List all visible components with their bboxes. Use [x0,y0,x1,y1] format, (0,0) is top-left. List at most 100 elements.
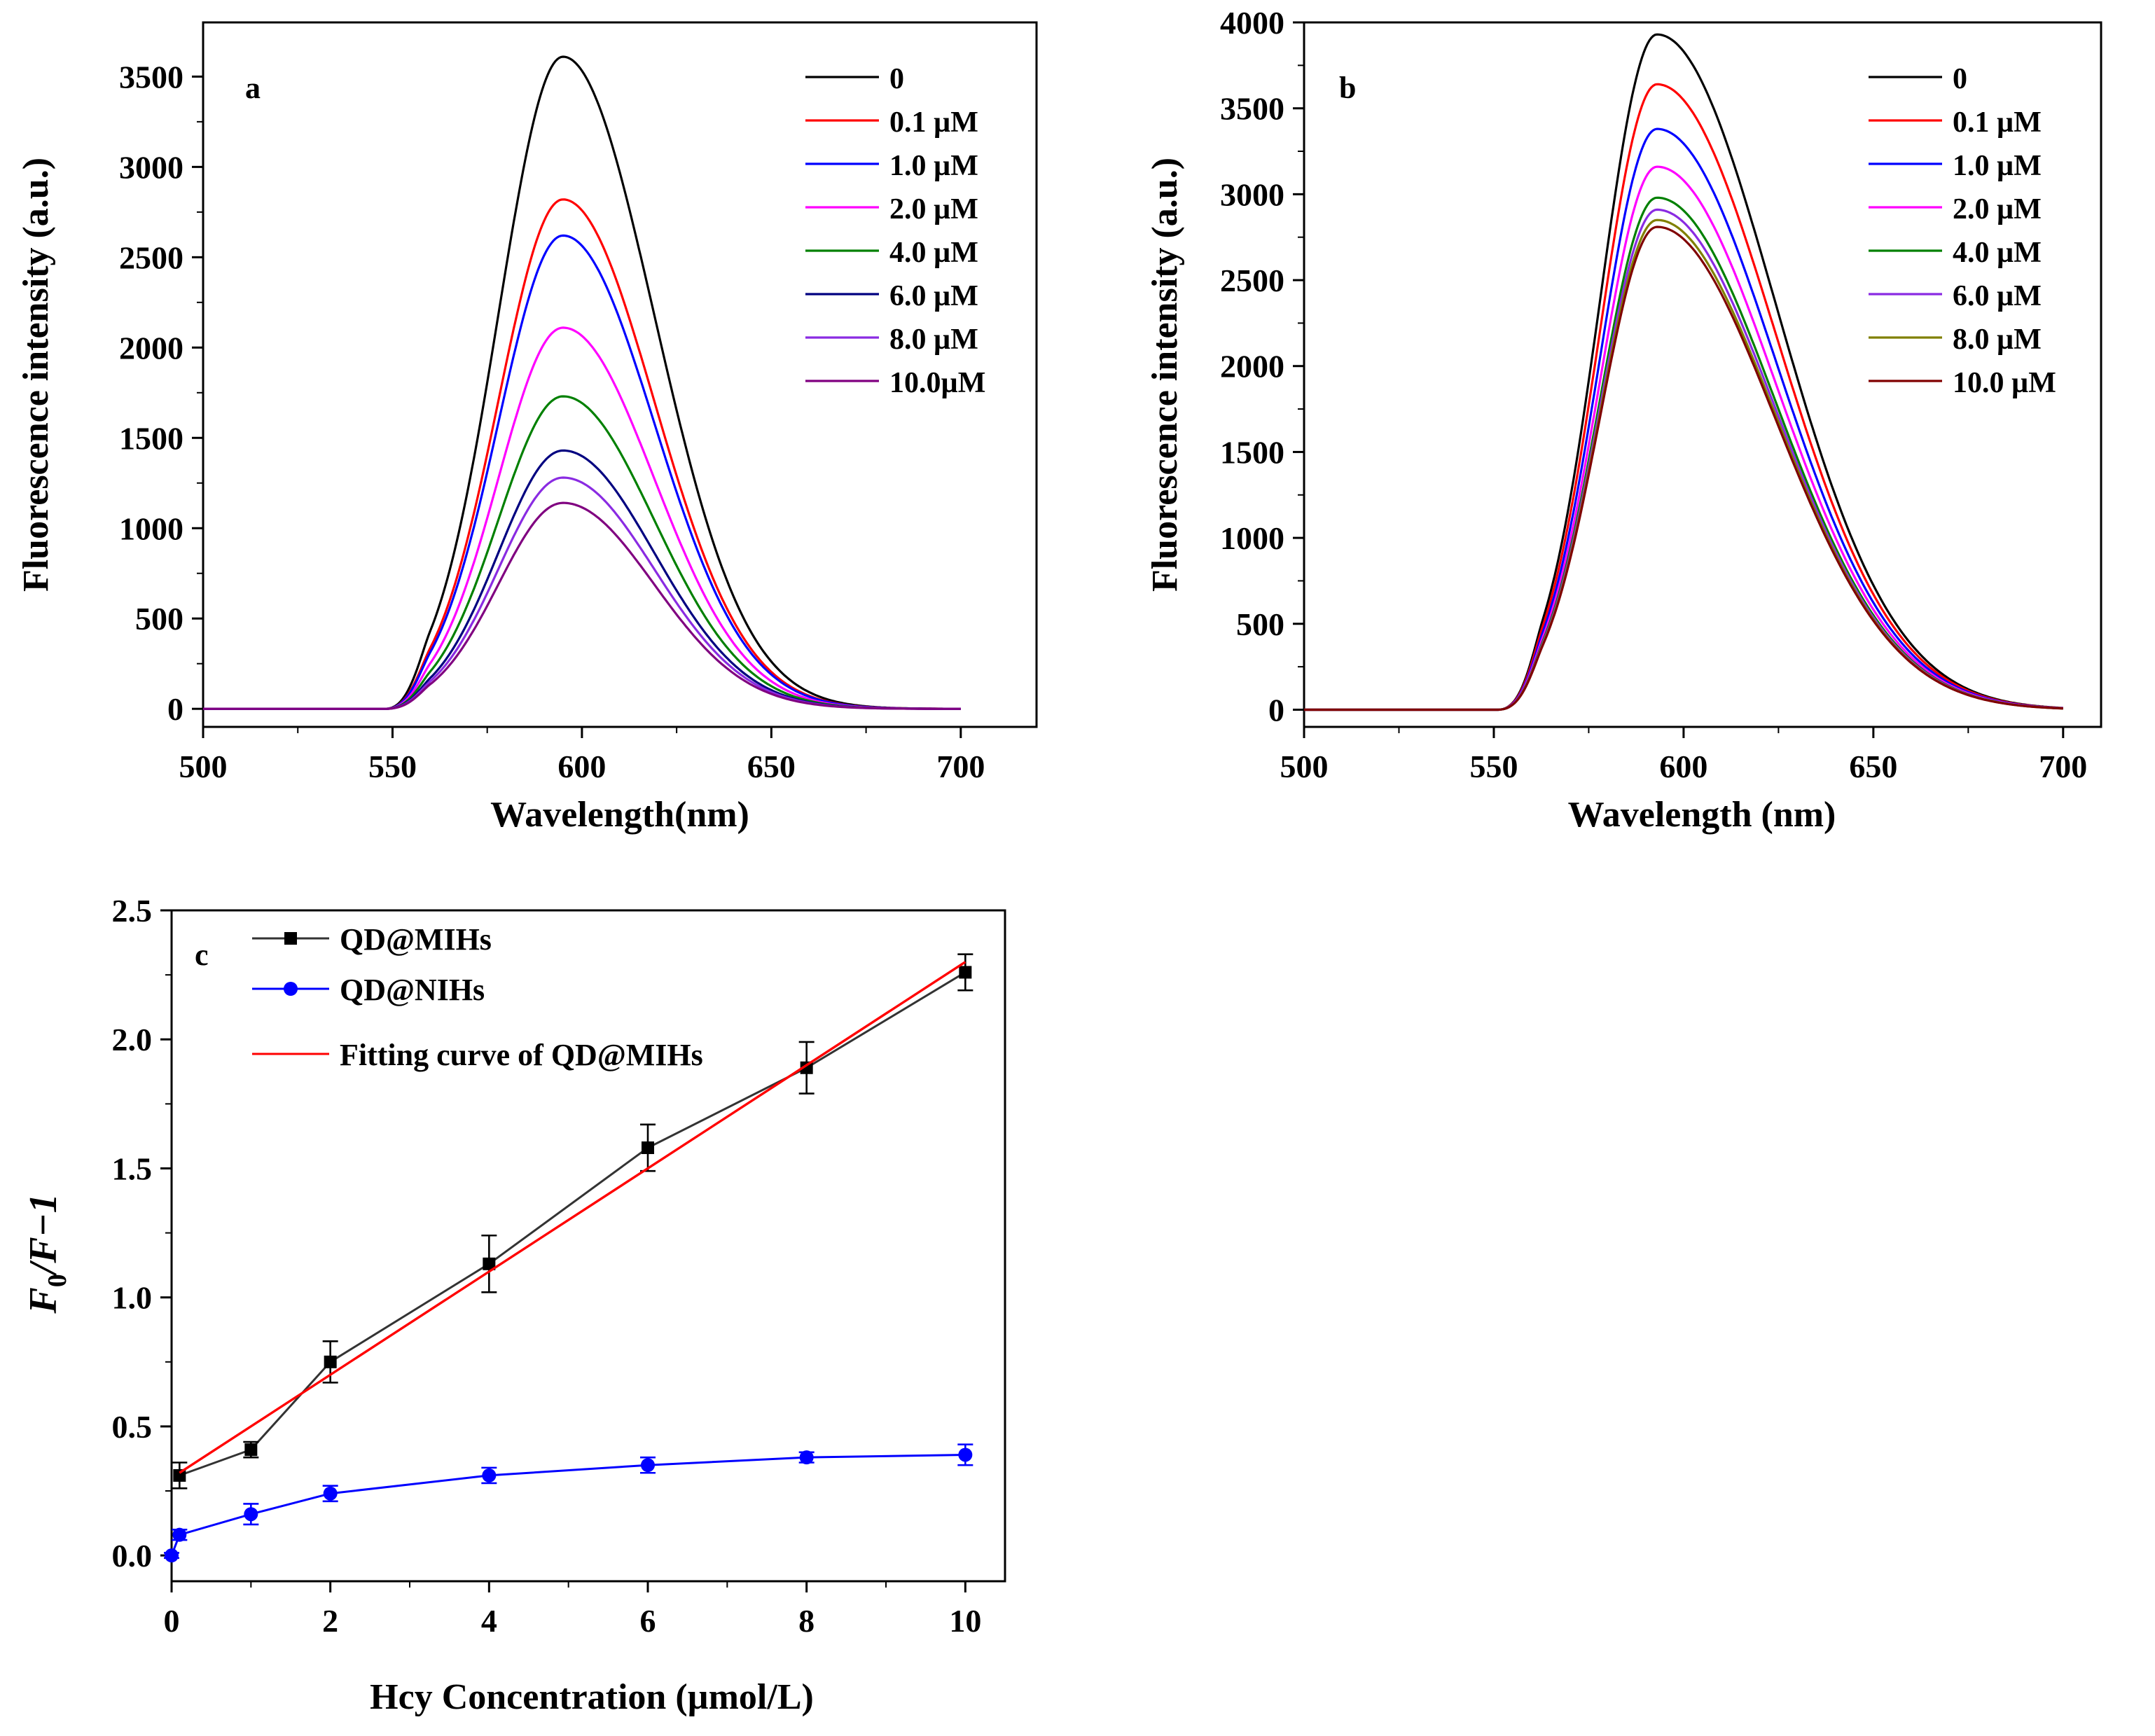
b-series-line-5 [1304,208,2063,711]
y-axis-title-c: F0/F−1 [22,1193,72,1314]
a-y-tick-label: 1500 [119,420,183,456]
b-legend-label-3: 2.0 µM [1953,193,2042,225]
a-y-tick-label: 3000 [119,149,183,185]
y-axis-title-a: Fluorescence intensity (a.u.) [16,158,56,592]
series-c [164,953,973,1563]
c-y-tick-label: 1.5 [112,1151,153,1186]
c-x-tick-label: 8 [798,1603,815,1639]
a-legend-label-5: 6.0 µM [889,280,978,312]
b-y-tick-label: 1500 [1220,434,1284,470]
a-y-tick-label: 3500 [119,59,183,95]
a-legend-label-7: 10.0µM [889,367,985,399]
c-point-square [324,1355,337,1368]
b-x-tick-label: 500 [1280,749,1329,784]
c-x-tick-label: 4 [481,1603,497,1639]
a-y-tick-label: 500 [135,601,183,637]
b-y-tick-label: 4000 [1220,5,1284,41]
legend-a: 0 0.1 µM 1.0 µM 2.0 µM 4.0 µM 6.0 µM 8.0 µM 10.… [805,63,985,399]
c-point-circle [641,1458,655,1473]
c-legend-marker-0 [284,932,297,945]
chart-panel-a: 500 550 600 650 700 0 500 1000 1500 2000 2500 3000 3… [16,21,1038,835]
curves-b [1304,33,2063,711]
plot-frame-b [1303,21,2102,728]
c-point-square [483,1257,496,1270]
b-x-tick-label: 650 [1849,749,1897,784]
c-x-tick-label: 10 [949,1603,981,1639]
c-y-tick-label: 0.5 [112,1409,153,1445]
a-series-line-5 [203,449,961,710]
x-axis-title-a: Wavelength(nm) [490,795,749,835]
b-x-tick-label: 550 [1469,749,1518,784]
axes-b: 500 550 600 650 700 0 500 1000 1500 2000 2500 3000 3… [1220,5,2087,784]
c-point-circle [165,1548,179,1563]
b-y-tick-label: 500 [1236,606,1284,642]
panel-label-b: b [1339,71,1356,105]
a-y-tick-label: 0 [167,691,183,727]
b-legend-label-4: 4.0 µM [1953,237,2042,269]
panel-label-a: a [245,71,261,105]
c-legend-label-1: QD@NIHs [340,973,485,1007]
x-axis-title-b: Wavelength (nm) [1568,795,1836,835]
axes-c: 0 2 4 6 8 10 0.0 0.5 1.0 1.5 2.0 2.5 [112,893,982,1639]
a-x-tick-label: 600 [557,749,606,784]
b-series-line-1 [1304,83,2063,711]
b-y-tick-label: 1000 [1220,520,1284,556]
legend-c: QD@MIHs QD@NIHs Fitting curve of QD@MIHs [252,922,703,1072]
a-x-tick-label: 700 [936,749,985,784]
b-x-tick-label: 700 [2039,749,2087,784]
c-x-tick-label: 0 [164,1603,180,1639]
c-x-tick-label: 2 [322,1603,338,1639]
b-legend-label-7: 10.0 µM [1953,367,2056,399]
b-series-line-7 [1304,225,2063,711]
y-axis-title-c-main: F [22,1287,65,1314]
b-series-line-0 [1304,33,2063,711]
c-legend-label-2: Fitting curve of QD@MIHs [340,1038,703,1072]
b-legend-label-5: 6.0 µM [1953,280,2042,312]
c-point-circle [323,1486,338,1501]
a-series-line-4 [203,395,961,710]
a-series-line-7 [203,501,961,710]
b-series-line-3 [1304,165,2063,711]
c-point-square [173,1468,186,1482]
c-point-circle [958,1447,973,1462]
y-axis-title-c-sub: 0 [43,1274,72,1287]
b-legend-label-0: 0 [1953,63,1967,95]
c-point-circle [482,1468,497,1482]
c-series-line-2 [179,961,966,1474]
a-series-line-1 [203,198,961,710]
b-series-line-6 [1304,218,2063,711]
a-y-tick-label: 1000 [119,511,183,546]
b-y-tick-label: 3500 [1220,91,1284,127]
a-series-line-2 [203,234,961,710]
plot-frame-a [202,21,1038,728]
c-y-tick-label: 0.0 [112,1538,153,1574]
a-series-line-3 [203,326,961,710]
a-x-tick-label: 550 [368,749,417,784]
b-series-line-2 [1304,127,2063,711]
chart-panel-c: 0 2 4 6 8 10 0.0 0.5 1.0 1.5 2.0 2.5 QD@MIHs QD@NIHs… [22,893,1006,1717]
b-y-tick-label: 2000 [1220,349,1284,384]
a-legend-label-0: 0 [889,63,904,95]
a-legend-label-6: 8.0 µM [889,324,978,356]
a-y-tick-label: 2500 [119,239,183,275]
c-legend-label-0: QD@MIHs [340,922,492,957]
c-point-square [959,966,972,979]
c-point-square [800,1061,813,1074]
c-y-tick-label: 2.0 [112,1022,153,1057]
b-legend-label-6: 8.0 µM [1953,324,2042,356]
c-x-tick-label: 6 [640,1603,656,1639]
c-point-square [244,1443,258,1457]
c-point-circle [172,1527,187,1542]
c-legend-marker-1 [284,982,298,996]
b-series-line-4 [1304,196,2063,711]
curves-a [203,55,961,710]
y-axis-title-b: Fluorescence intensity (a.u.) [1145,158,1185,592]
chart-panel-b: 500 550 600 650 700 0 500 1000 1500 2000 2500 3000 3… [1145,5,2102,835]
y-axis-title-c-rest: /F−1 [22,1193,65,1277]
a-series-line-6 [203,476,961,710]
panel-label-c: c [195,938,209,972]
x-axis-title-c: Hcy Concentration (µmol/L) [370,1677,814,1717]
b-legend-label-1: 0.1 µM [1953,106,2042,139]
a-y-tick-label: 2000 [119,330,183,366]
c-series-line-1 [170,1454,966,1556]
